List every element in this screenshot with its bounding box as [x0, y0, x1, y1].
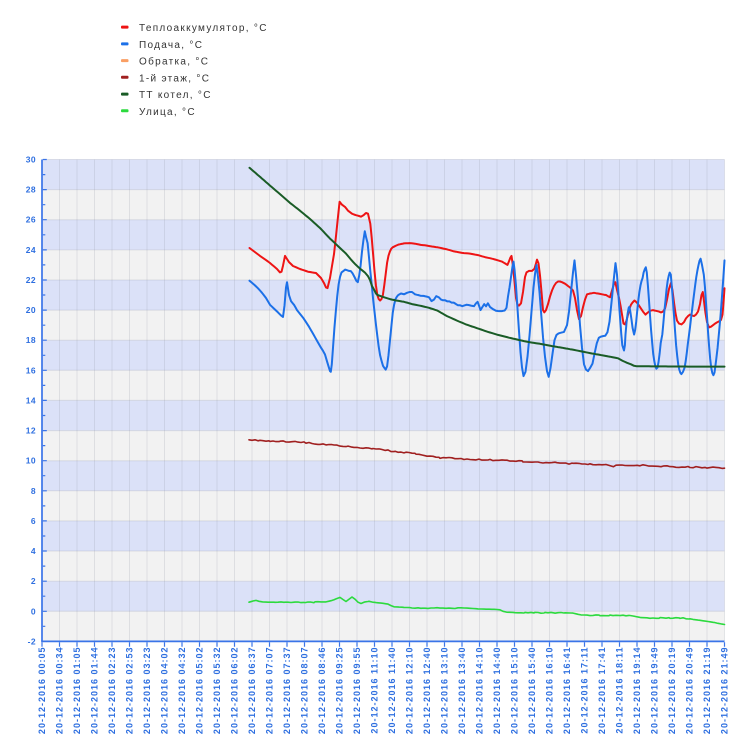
svg-text:20-12-2016 02:23: 20-12-2016 02:23	[107, 647, 117, 735]
svg-text:20-12-2016 15:10: 20-12-2016 15:10	[510, 647, 520, 735]
svg-text:1-й этаж, °C: 1-й этаж, °C	[139, 73, 210, 84]
svg-text:20-12-2016 08:07: 20-12-2016 08:07	[300, 647, 310, 735]
svg-text:18: 18	[26, 335, 36, 345]
svg-text:Обратка, °C: Обратка, °C	[139, 56, 209, 68]
svg-text:20-12-2016 08:46: 20-12-2016 08:46	[317, 647, 327, 735]
svg-text:6: 6	[31, 516, 36, 526]
svg-text:20-12-2016 06:37: 20-12-2016 06:37	[247, 647, 257, 735]
svg-text:12: 12	[26, 426, 36, 436]
svg-text:20-12-2016 00:05: 20-12-2016 00:05	[37, 647, 47, 735]
svg-text:28: 28	[26, 185, 36, 195]
svg-text:0: 0	[31, 606, 36, 616]
svg-text:ТТ котел, °C: ТТ котел, °C	[139, 90, 212, 101]
svg-text:20-12-2016 01:44: 20-12-2016 01:44	[90, 647, 100, 735]
svg-text:20-12-2016 21:19: 20-12-2016 21:19	[702, 647, 712, 735]
svg-text:20-12-2016 12:40: 20-12-2016 12:40	[422, 647, 432, 735]
svg-text:20-12-2016 02:53: 20-12-2016 02:53	[125, 647, 135, 735]
svg-text:20-12-2016 19:14: 20-12-2016 19:14	[632, 647, 642, 735]
svg-text:20-12-2016 04:32: 20-12-2016 04:32	[177, 647, 187, 735]
svg-text:20-12-2016 09:25: 20-12-2016 09:25	[335, 647, 345, 735]
svg-text:Улица, °C: Улица, °C	[139, 107, 196, 118]
svg-text:20-12-2016 12:10: 20-12-2016 12:10	[405, 647, 415, 735]
svg-text:2: 2	[31, 576, 36, 586]
svg-text:30: 30	[26, 155, 36, 165]
svg-text:20-12-2016 16:10: 20-12-2016 16:10	[545, 647, 555, 735]
svg-text:-2: -2	[28, 636, 36, 646]
svg-text:20-12-2016 17:41: 20-12-2016 17:41	[597, 647, 607, 735]
svg-text:20-12-2016 16:41: 20-12-2016 16:41	[562, 647, 572, 735]
svg-text:20-12-2016 19:49: 20-12-2016 19:49	[650, 647, 660, 735]
svg-text:20-12-2016 18:11: 20-12-2016 18:11	[615, 647, 625, 734]
svg-text:20-12-2016 21:49: 20-12-2016 21:49	[720, 647, 730, 735]
svg-text:20-12-2016 14:10: 20-12-2016 14:10	[475, 647, 485, 735]
svg-text:24: 24	[26, 245, 36, 255]
svg-text:26: 26	[26, 215, 36, 225]
svg-text:20-12-2016 09:55: 20-12-2016 09:55	[352, 647, 362, 735]
svg-text:8: 8	[31, 486, 36, 496]
svg-text:20-12-2016 07:37: 20-12-2016 07:37	[282, 647, 292, 735]
svg-text:20-12-2016 04:02: 20-12-2016 04:02	[160, 647, 170, 735]
svg-text:20-12-2016 20:49: 20-12-2016 20:49	[685, 647, 695, 735]
svg-text:Подача, °C: Подача, °C	[139, 40, 203, 51]
svg-text:20-12-2016 13:10: 20-12-2016 13:10	[440, 647, 450, 735]
svg-text:20-12-2016 20:19: 20-12-2016 20:19	[667, 647, 677, 735]
svg-text:20-12-2016 14:40: 20-12-2016 14:40	[492, 647, 502, 735]
svg-text:20-12-2016 11:40: 20-12-2016 11:40	[387, 647, 397, 734]
svg-text:20: 20	[26, 305, 36, 315]
svg-text:20-12-2016 03:23: 20-12-2016 03:23	[142, 647, 152, 735]
svg-text:20-12-2016 11:10: 20-12-2016 11:10	[370, 647, 380, 734]
svg-text:20-12-2016 07:07: 20-12-2016 07:07	[265, 647, 275, 735]
svg-text:20-12-2016 06:02: 20-12-2016 06:02	[230, 647, 240, 735]
svg-text:22: 22	[26, 275, 36, 285]
svg-text:20-12-2016 00:34: 20-12-2016 00:34	[55, 647, 65, 735]
svg-text:20-12-2016 15:40: 20-12-2016 15:40	[527, 647, 537, 735]
svg-text:16: 16	[26, 365, 36, 375]
svg-text:20-12-2016 01:05: 20-12-2016 01:05	[72, 647, 82, 735]
svg-text:4: 4	[31, 546, 36, 556]
svg-text:20-12-2016 05:32: 20-12-2016 05:32	[212, 647, 222, 735]
svg-text:10: 10	[26, 456, 36, 466]
svg-text:20-12-2016 17:11: 20-12-2016 17:11	[580, 647, 590, 734]
svg-text:14: 14	[26, 395, 36, 405]
svg-text:Теплоаккумулятор, °C: Теплоаккумулятор, °C	[139, 23, 268, 34]
svg-text:20-12-2016 05:02: 20-12-2016 05:02	[195, 647, 205, 735]
svg-text:20-12-2016 13:40: 20-12-2016 13:40	[457, 647, 467, 735]
